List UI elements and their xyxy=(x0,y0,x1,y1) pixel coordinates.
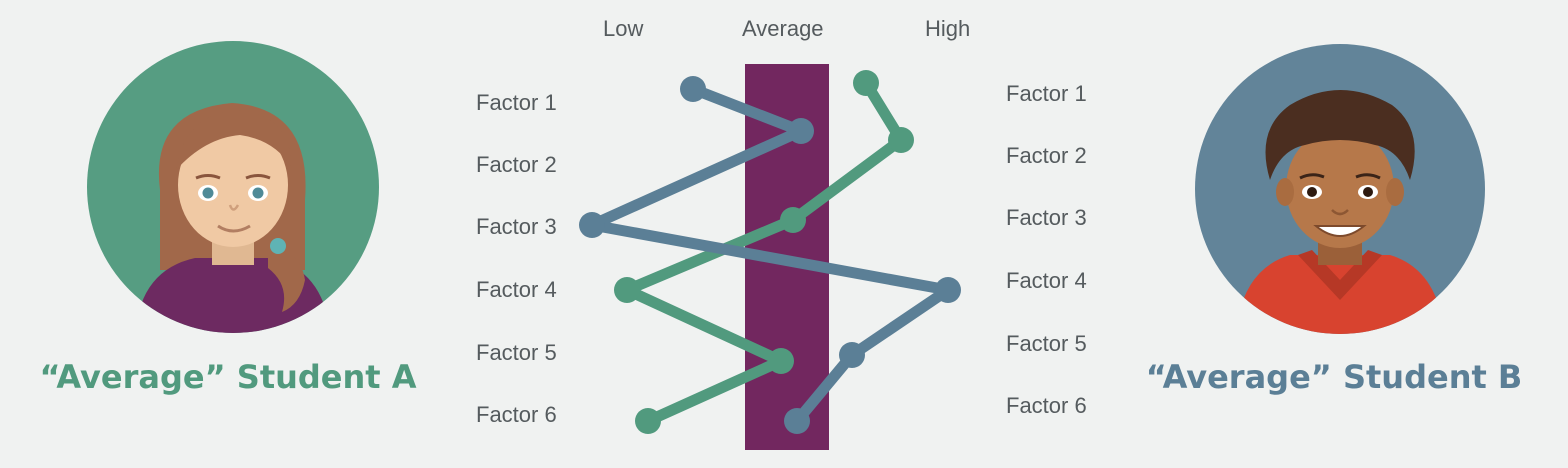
student-b-point-factor-1 xyxy=(680,76,706,102)
student-a-point-factor-6 xyxy=(635,408,661,434)
student-a-point-factor-5 xyxy=(768,348,794,374)
student-b-point-factor-4 xyxy=(935,277,961,303)
right-factor-4-label: Factor 4 xyxy=(1006,268,1087,293)
right-factor-2-label: Factor 2 xyxy=(1006,143,1087,168)
student-a-point-factor-1 xyxy=(853,70,879,96)
scale-label-high: High xyxy=(925,16,971,41)
left-factor-6-label: Factor 6 xyxy=(476,402,557,427)
left-factor-5-label: Factor 5 xyxy=(476,340,557,365)
left-factor-2-label: Factor 2 xyxy=(476,152,557,177)
student-a-avatar xyxy=(87,41,379,333)
student-b-caption: “Average” Student B xyxy=(1145,358,1523,396)
student-b-profile-line xyxy=(586,83,954,427)
student-b-avatar xyxy=(1195,44,1485,334)
student-b-point-factor-5 xyxy=(839,342,865,368)
scale-label-low: Low xyxy=(603,16,644,41)
student-b-point-factor-2 xyxy=(788,118,814,144)
left-factor-1-label: Factor 1 xyxy=(476,90,557,115)
student-b-point-factor-6 xyxy=(784,408,810,434)
student-a-point-factor-2 xyxy=(888,127,914,153)
student-b-point-factor-3 xyxy=(579,212,605,238)
right-factor-3-label: Factor 3 xyxy=(1006,205,1087,230)
left-factor-4-label: Factor 4 xyxy=(476,277,557,302)
scale-label-average: Average xyxy=(742,16,824,41)
right-factor-6-label: Factor 6 xyxy=(1006,393,1087,418)
student-a-caption: “Average” Student A xyxy=(39,358,417,396)
student-a-profile xyxy=(614,70,914,434)
right-factor-5-label: Factor 5 xyxy=(1006,331,1087,356)
right-factor-1-label: Factor 1 xyxy=(1006,81,1087,106)
student-a-point-factor-4 xyxy=(614,277,640,303)
student-a-point-factor-3 xyxy=(780,207,806,233)
student-b-profile xyxy=(579,76,961,434)
left-factor-3-label: Factor 3 xyxy=(476,214,557,239)
